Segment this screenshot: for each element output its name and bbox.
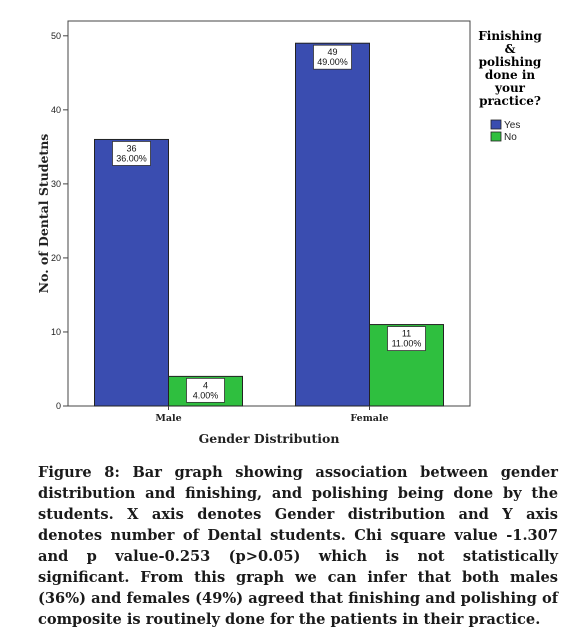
legend-title-line: done in	[485, 68, 535, 82]
data-label: 11	[402, 329, 411, 339]
y-axis-title: No. of Dental Studetns	[36, 134, 51, 294]
legend-title-line: your	[494, 81, 526, 95]
data-label: 49.00%	[317, 57, 348, 67]
data-label-box	[186, 377, 225, 403]
legend-title-line: &	[505, 42, 516, 56]
y-axis: 0 10 20 30 40 50	[51, 31, 68, 411]
x-tick-label: Female	[350, 413, 388, 424]
y-tick-label: 0	[56, 401, 61, 411]
legend-swatch-no	[490, 131, 502, 142]
data-label: 11.00%	[392, 339, 422, 349]
data-label-box	[387, 326, 426, 351]
bar-yes-male	[94, 138, 169, 407]
data-label-box	[112, 141, 151, 166]
x-tick-label: Male	[155, 413, 181, 424]
data-label: 36.00%	[116, 153, 147, 163]
y-tick-label: 40	[51, 105, 61, 115]
figure-caption: Figure 8: Bar graph showing association …	[38, 464, 558, 628]
legend-title-line: practice?	[479, 94, 541, 108]
data-label: 4.00%	[193, 390, 219, 400]
legend-label-yes: Yes	[504, 120, 520, 131]
legend-label-no: No	[504, 132, 517, 143]
y-tick-label: 30	[51, 179, 61, 189]
x-axis: Male Female	[155, 406, 389, 424]
legend-title-line: polishing	[479, 55, 542, 69]
x-axis-title: Gender Distribution	[199, 431, 340, 446]
data-label: 4	[203, 380, 208, 390]
legend-title-line: Finishing	[478, 29, 542, 43]
bar-yes-female	[295, 42, 370, 407]
legend-swatch-yes	[490, 119, 502, 130]
y-tick-label: 10	[51, 327, 61, 337]
data-label: 36	[126, 143, 136, 153]
data-label: 49	[327, 47, 337, 57]
y-tick-label: 20	[51, 253, 61, 263]
y-tick-label: 50	[51, 31, 61, 41]
data-label-box	[313, 44, 352, 70]
